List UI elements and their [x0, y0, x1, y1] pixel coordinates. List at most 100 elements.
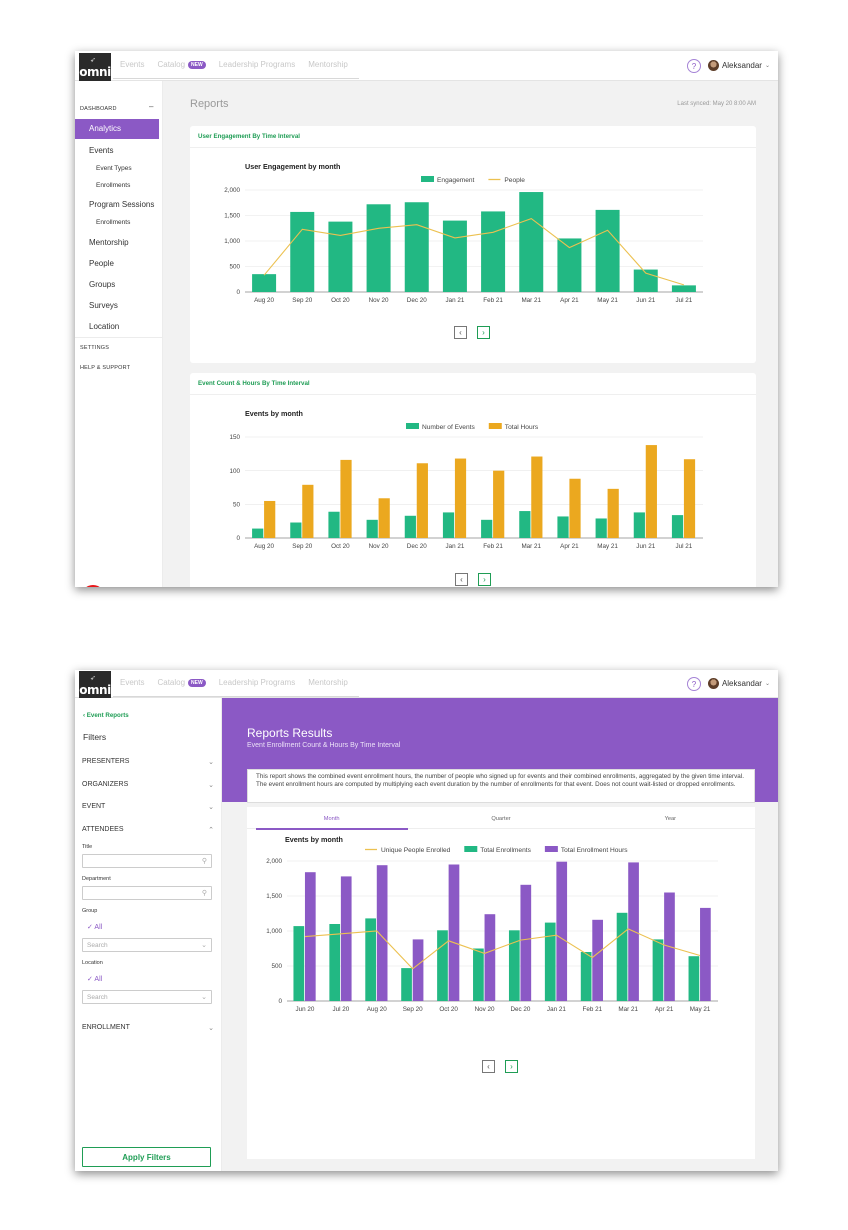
title-search-input[interactable]: ⚲	[82, 854, 212, 868]
omni-logo[interactable]: ➶ omni	[79, 671, 111, 701]
tab-month[interactable]: Month	[323, 816, 340, 822]
apply-filters-button[interactable]: Apply Filters	[82, 1147, 211, 1167]
bar-total-enrollments	[688, 956, 700, 1001]
bar-engagement	[366, 204, 391, 292]
chart-title: User Engagement by month	[245, 162, 340, 171]
nav-events[interactable]: Events	[120, 60, 145, 69]
search-icon: ⚲	[201, 890, 207, 897]
nav-leadership-programs[interactable]: Leadership Programs	[218, 60, 296, 69]
bar-total-enrollments	[652, 939, 664, 1001]
bar-total-enrollment-hours	[376, 865, 388, 1001]
sidebar-item-ps-enrollments[interactable]: Enrollments	[96, 219, 131, 226]
nav-events[interactable]: Events	[120, 678, 145, 687]
tab-quarter[interactable]: Quarter	[491, 816, 511, 822]
legend-swatch-engagement	[421, 176, 434, 182]
filter-section-organizers[interactable]: ORGANIZERS ⌄	[82, 781, 214, 789]
sidebar-section-dashboard[interactable]: DASHBOARD	[80, 106, 117, 112]
next-page-button[interactable]: ›	[477, 326, 490, 339]
sidebar-item-analytics[interactable]: Analytics	[75, 119, 159, 139]
location-all-option[interactable]: ✓ All	[87, 976, 103, 983]
sidebar-item-event-types[interactable]: Event Types	[96, 165, 132, 172]
x-tick-label: Dec 20	[510, 1006, 530, 1013]
bird-icon: ➶	[90, 56, 96, 64]
legend-label-unique-people-enrolled: Unique People Enrolled	[381, 847, 451, 854]
chevron-down-icon: ⌄	[208, 759, 214, 766]
search-icon: ⚲	[201, 858, 207, 865]
y-tick-label: 1,000	[266, 928, 282, 935]
omni-logo[interactable]: ➶ omni	[79, 53, 111, 83]
prev-page-button[interactable]: ‹	[454, 326, 467, 339]
floating-action-button[interactable]: P	[81, 585, 105, 587]
sidebar-section-help-support[interactable]: HELP & SUPPORT	[80, 365, 131, 371]
collapse-icon[interactable]: –	[149, 102, 154, 111]
card-title: User Engagement By Time Interval	[198, 133, 301, 140]
sidebar-item-events[interactable]: Events	[89, 146, 114, 155]
report-results: Reports Results Event Enrollment Count &…	[222, 698, 778, 1171]
next-page-button[interactable]: ›	[478, 573, 491, 586]
group-search-select[interactable]: Search ⌄	[82, 938, 212, 952]
back-to-event-reports-link[interactable]: ‹ Event Reports	[83, 712, 129, 719]
department-label: Department	[82, 876, 111, 882]
nav-catalog[interactable]: Catalog NEW	[157, 678, 206, 687]
bar-number-of-events	[442, 512, 455, 538]
help-icon[interactable]: ?	[687, 59, 701, 73]
sidebar-item-enrollments[interactable]: Enrollments	[96, 182, 131, 189]
bar-engagement	[519, 192, 544, 292]
active-tab-indicator	[256, 828, 408, 830]
x-tick-label: Oct 20	[331, 543, 350, 550]
bar-total-enrollment-hours	[340, 876, 352, 1001]
sidebar-item-surveys[interactable]: Surveys	[89, 301, 118, 310]
filter-section-enrollment[interactable]: ENROLLMENT ⌄	[82, 1024, 214, 1032]
user-menu[interactable]: Aleksandar ⌄	[707, 60, 770, 71]
x-tick-label: Jan 21	[445, 297, 464, 304]
bar-engagement	[290, 211, 315, 292]
x-tick-label: Jul 21	[676, 543, 693, 550]
group-label: Group	[82, 908, 98, 914]
sidebar-item-people[interactable]: People	[89, 259, 114, 268]
group-all-option[interactable]: ✓ All	[87, 924, 103, 931]
legend-label-total-hours: Total Hours	[505, 424, 539, 431]
user-menu[interactable]: Aleksandar ⌄	[707, 678, 770, 689]
bar-total-hours	[645, 445, 657, 538]
nav-leadership-programs[interactable]: Leadership Programs	[218, 678, 296, 687]
sidebar-section-settings[interactable]: SETTINGS	[80, 345, 110, 351]
report-description: This report shows the combined event enr…	[247, 769, 755, 803]
nav-mentorship[interactable]: Mentorship	[308, 678, 348, 687]
results-card: Month Quarter Year Events by month Unique…	[247, 807, 755, 1159]
avatar	[707, 60, 719, 71]
nav-catalog[interactable]: Catalog NEW	[157, 60, 206, 69]
sidebar-item-mentorship[interactable]: Mentorship	[89, 238, 129, 247]
results-title: Reports Results	[247, 726, 333, 740]
tab-year[interactable]: Year	[664, 816, 677, 822]
help-icon[interactable]: ?	[687, 677, 701, 691]
legend-swatch-number-of-events	[406, 423, 419, 429]
x-tick-label: Jan 21	[547, 1006, 566, 1013]
prev-page-button[interactable]: ‹	[455, 573, 468, 586]
nav-mentorship[interactable]: Mentorship	[308, 60, 348, 69]
y-tick-label: 0	[278, 998, 282, 1005]
x-tick-label: Nov 20	[475, 1006, 495, 1013]
sidebar-item-location[interactable]: Location	[89, 322, 120, 331]
filter-section-presenters[interactable]: PRESENTERS ⌄	[82, 758, 214, 766]
chevron-down-icon: ⌄	[201, 942, 207, 949]
series-line-people	[263, 217, 685, 286]
sidebar-item-program-sessions[interactable]: Program Sessions	[89, 200, 155, 209]
location-search-select[interactable]: Search ⌄	[82, 990, 212, 1004]
sidebar-item-groups[interactable]: Groups	[89, 280, 116, 289]
bar-engagement	[557, 238, 582, 292]
bar-total-hours	[531, 456, 543, 538]
next-page-button[interactable]: ›	[505, 1060, 518, 1073]
bar-total-enrollment-hours	[448, 864, 460, 1001]
chart-title: Events by month	[285, 835, 343, 844]
bar-number-of-events	[595, 518, 607, 538]
department-search-input[interactable]: ⚲	[82, 886, 212, 900]
filter-section-event[interactable]: EVENT ⌄	[82, 803, 214, 811]
prev-page-button[interactable]: ‹	[482, 1060, 495, 1073]
x-tick-label: Oct 20	[439, 1006, 458, 1013]
filter-section-attendees[interactable]: ATTENDEES ⌃	[82, 826, 214, 834]
x-tick-label: Jun 21	[636, 543, 655, 550]
chevron-down-icon: ⌄	[208, 1025, 214, 1032]
bar-engagement	[328, 221, 353, 292]
bar-engagement	[481, 211, 506, 292]
bar-total-enrollments	[329, 924, 341, 1001]
